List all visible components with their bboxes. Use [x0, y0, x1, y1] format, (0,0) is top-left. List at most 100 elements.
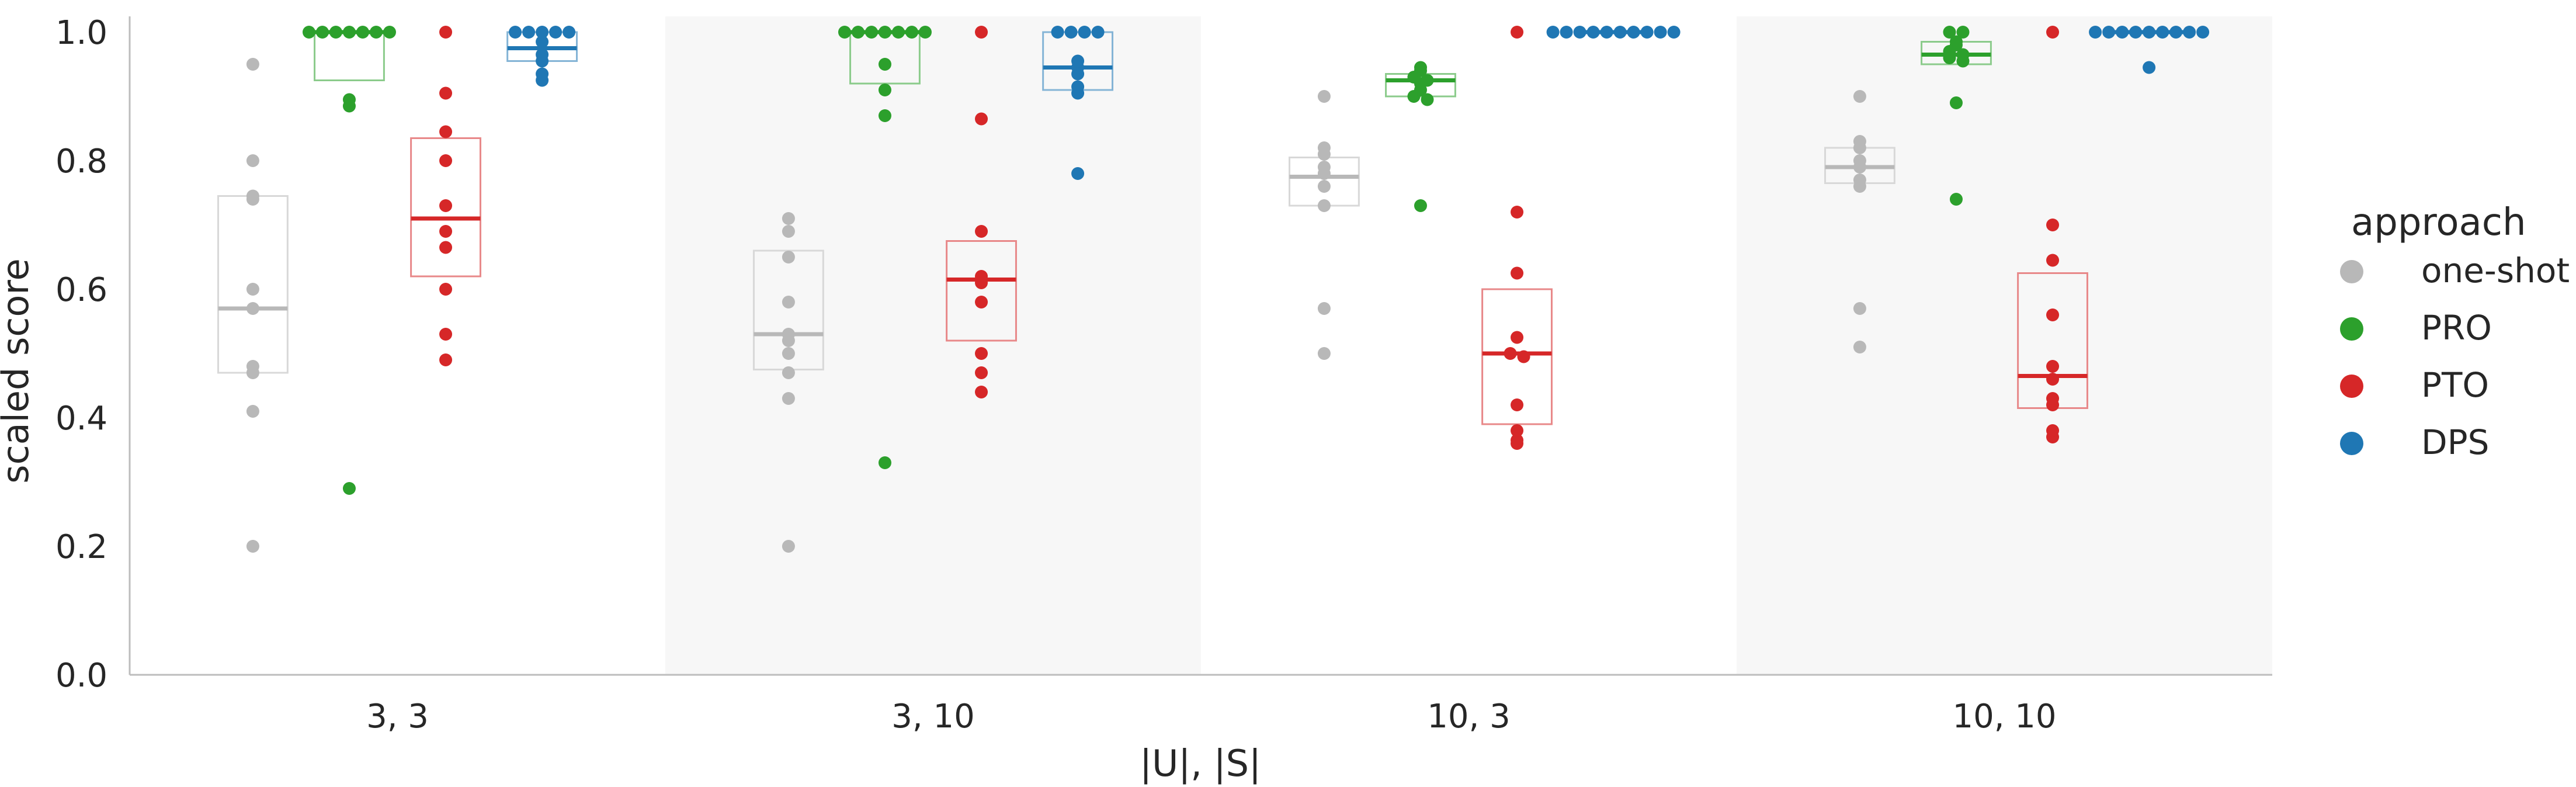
data-point: [1064, 26, 1078, 39]
data-point: [536, 67, 549, 81]
data-point: [1317, 161, 1331, 174]
data-point: [1853, 174, 1866, 186]
data-point: [1517, 350, 1530, 363]
x-axis-label: |U|, |S|: [1140, 742, 1261, 785]
data-point: [2046, 254, 2060, 267]
data-point: [878, 456, 891, 469]
data-point: [1956, 26, 1970, 39]
data-point: [439, 26, 453, 39]
data-point: [782, 225, 795, 238]
data-point: [439, 241, 453, 254]
x-tick-label: 3, 3: [366, 698, 429, 736]
data-point: [2129, 26, 2143, 39]
data-point: [918, 26, 932, 39]
data-point: [878, 84, 891, 96]
x-tick-label: 10, 3: [1427, 698, 1511, 736]
data-point: [1414, 61, 1427, 74]
data-point: [509, 26, 522, 39]
data-point: [356, 26, 369, 39]
data-point: [1511, 26, 1524, 39]
data-point: [1956, 48, 1970, 61]
data-point: [1853, 341, 1866, 353]
data-point: [782, 296, 795, 308]
data-point: [2046, 373, 2060, 386]
data-point: [782, 366, 795, 379]
data-point: [2089, 26, 2102, 39]
data-point: [342, 93, 356, 106]
data-point: [246, 58, 259, 71]
data-point: [1504, 347, 1517, 360]
data-point: [975, 347, 988, 360]
data-point: [878, 58, 891, 71]
data-point: [1511, 266, 1524, 280]
data-point: [782, 392, 795, 405]
data-point: [1627, 26, 1640, 39]
data-point: [1546, 26, 1560, 39]
data-point: [1853, 154, 1866, 167]
data-point: [1949, 96, 1963, 109]
data-point: [1071, 167, 1085, 180]
data-point: [975, 270, 988, 283]
y-tick-label: 0.8: [55, 143, 107, 181]
y-tick-label: 1.0: [55, 14, 107, 52]
data-point: [2169, 26, 2183, 39]
data-point: [1071, 80, 1085, 93]
data-point: [1317, 347, 1331, 360]
data-point: [2116, 26, 2129, 39]
data-point: [439, 86, 453, 100]
x-tick-label: 10, 10: [1952, 698, 2056, 736]
group-background-shade: [665, 16, 1201, 675]
data-point: [851, 26, 865, 39]
data-point: [439, 125, 453, 138]
tick-label-layer: 0.0 0.2 0.4 0.6 0.8 1.0 3, 3 3, 10 10, 3 10, 10: [55, 14, 2057, 736]
data-point: [975, 26, 988, 39]
data-point: [1091, 26, 1105, 39]
data-point: [1421, 93, 1434, 106]
data-point: [1654, 26, 1667, 39]
data-point: [838, 26, 851, 39]
data-point: [1511, 206, 1524, 219]
axes-layer: [129, 16, 2272, 676]
data-point: [2046, 219, 2060, 231]
box-iqr: [314, 31, 385, 81]
y-tick-label: 0.2: [55, 528, 107, 566]
data-point: [246, 302, 259, 315]
data-point: [342, 482, 356, 495]
data-point: [522, 26, 536, 39]
data-point: [549, 26, 563, 39]
data-point: [1317, 90, 1331, 103]
data-point: [2046, 424, 2060, 437]
data-point: [1317, 199, 1331, 212]
data-point: [782, 540, 795, 553]
data-point: [1586, 26, 1600, 39]
data-point: [1949, 193, 1963, 206]
data-point: [1071, 54, 1085, 68]
data-point: [1511, 398, 1524, 411]
data-point: [1667, 26, 1681, 39]
legend: approach one-shot PRO PTO DPS: [2340, 201, 2570, 462]
data-point: [2102, 26, 2116, 39]
data-point: [439, 199, 453, 212]
data-point: [1317, 302, 1331, 315]
data-point: [246, 540, 259, 553]
data-point: [246, 360, 259, 373]
data-point: [1414, 199, 1427, 212]
data-point: [905, 26, 918, 39]
data-point: [2046, 392, 2060, 405]
data-point: [2046, 360, 2060, 373]
data-point: [536, 26, 549, 39]
data-point: [1600, 26, 1613, 39]
data-point: [2046, 26, 2060, 39]
data-point: [891, 26, 905, 39]
data-point: [975, 386, 988, 398]
data-point: [975, 225, 988, 238]
data-point: [2156, 26, 2169, 39]
data-point: [2196, 26, 2210, 39]
legend-marker: [2340, 375, 2363, 398]
data-point: [302, 26, 315, 39]
data-point: [1511, 331, 1524, 344]
legend-title: approach: [2351, 201, 2526, 244]
data-point: [975, 112, 988, 126]
data-point: [1317, 141, 1331, 154]
